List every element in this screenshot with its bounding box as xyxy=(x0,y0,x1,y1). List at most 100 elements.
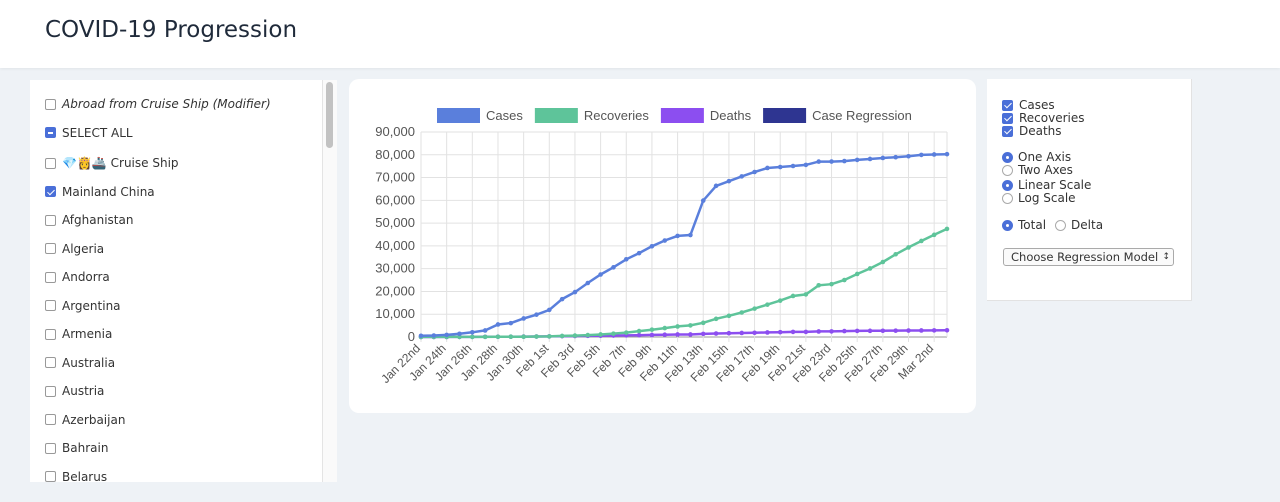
data-point xyxy=(816,159,822,164)
toggle-label: Deaths xyxy=(1019,124,1062,138)
data-point xyxy=(598,332,603,337)
data-point xyxy=(688,332,693,337)
data-point xyxy=(777,329,783,335)
data-point xyxy=(777,298,783,303)
radio-option[interactable]: Log Scale xyxy=(1002,192,1076,205)
chart: 0 10,000 20,000 30,000 40,000 50,000 60,000 70,… xyxy=(375,108,950,386)
region-item[interactable]: Belarus xyxy=(45,470,107,482)
data-point xyxy=(816,329,822,334)
region-item[interactable]: Afghanistan xyxy=(45,213,133,227)
radio[interactable] xyxy=(1002,180,1013,191)
data-point xyxy=(521,316,526,321)
data-point xyxy=(662,325,668,331)
data-point xyxy=(919,152,924,158)
data-point xyxy=(662,332,668,337)
checkbox[interactable] xyxy=(1002,125,1013,137)
data-point xyxy=(803,329,809,335)
radio[interactable] xyxy=(1002,193,1013,204)
region-item[interactable]: Austria xyxy=(45,384,104,398)
checkbox[interactable] xyxy=(45,243,56,254)
region-item[interactable]: Bahrain xyxy=(45,441,108,455)
region-label: Australia xyxy=(62,355,116,370)
checkbox[interactable] xyxy=(45,357,56,368)
data-point xyxy=(906,245,911,250)
data-point xyxy=(816,282,822,288)
checkbox[interactable] xyxy=(45,186,56,197)
region-item[interactable]: Armenia xyxy=(45,327,112,341)
data-point xyxy=(944,226,950,232)
checkbox[interactable] xyxy=(45,98,56,110)
data-point xyxy=(457,331,462,337)
y-tick-label: 10,000 xyxy=(375,306,415,321)
region-item[interactable]: Abroad from Cruise Ship (Modifier) xyxy=(45,97,271,111)
scrollbar[interactable] xyxy=(322,80,337,482)
radio[interactable] xyxy=(1002,220,1013,231)
checkbox[interactable] xyxy=(45,214,56,226)
region-item[interactable]: Mainland China xyxy=(45,185,155,199)
data-point xyxy=(713,316,719,322)
radio-option[interactable]: One Axis xyxy=(1002,151,1071,164)
data-point xyxy=(931,152,937,157)
series-toggle[interactable]: Recoveries xyxy=(1002,111,1085,125)
data-point xyxy=(726,313,732,319)
radio[interactable] xyxy=(1055,220,1067,231)
radio-option[interactable]: Linear Scale xyxy=(1002,179,1091,192)
region-label: Azerbaijan xyxy=(62,412,126,427)
data-point xyxy=(482,328,488,333)
radio-option[interactable]: Two Axes xyxy=(1002,164,1073,177)
checkbox[interactable] xyxy=(45,385,56,397)
region-item[interactable]: Andorra xyxy=(45,270,110,284)
region-item[interactable]: Argentina xyxy=(45,299,121,313)
checkbox[interactable] xyxy=(45,157,56,169)
checkbox[interactable] xyxy=(45,414,56,425)
series-toggle[interactable]: Cases xyxy=(1002,98,1055,112)
scroll-thumb[interactable] xyxy=(326,82,333,148)
series-toggle[interactable]: Deaths xyxy=(1002,124,1062,138)
checkbox[interactable] xyxy=(45,328,56,340)
data-point xyxy=(919,328,924,333)
data-point xyxy=(649,332,655,338)
data-point xyxy=(559,296,565,302)
radio-group: Total Delta xyxy=(1002,219,1152,232)
radio-label: Delta xyxy=(1071,218,1104,232)
region-label: Andorra xyxy=(62,270,110,284)
radio[interactable] xyxy=(1002,152,1013,163)
data-point xyxy=(521,334,526,339)
data-point xyxy=(944,327,950,333)
data-point xyxy=(611,331,616,336)
data-point xyxy=(854,157,860,163)
data-point xyxy=(765,302,770,307)
data-point xyxy=(470,334,475,340)
radio-option[interactable]: Total xyxy=(1002,219,1046,232)
region-item[interactable]: Algeria xyxy=(45,242,104,256)
checkbox[interactable] xyxy=(1002,112,1013,124)
data-point xyxy=(893,154,898,160)
radio[interactable] xyxy=(1002,165,1013,176)
page-title: COVID-19 Progression xyxy=(45,17,298,43)
radio-option[interactable]: Delta xyxy=(1055,219,1103,232)
legend-label: Deaths xyxy=(710,108,752,123)
data-point xyxy=(675,324,680,329)
y-tick-label: 70,000 xyxy=(375,170,415,185)
region-item[interactable]: 💎👸🚢 Cruise Ship xyxy=(45,156,179,170)
checkbox[interactable] xyxy=(45,127,56,138)
checkbox[interactable] xyxy=(45,300,56,311)
data-point xyxy=(572,289,578,295)
checkbox[interactable] xyxy=(1002,99,1013,111)
checkbox[interactable] xyxy=(45,271,56,283)
data-point xyxy=(700,198,706,203)
y-tick-label: 20,000 xyxy=(375,283,415,298)
radio-group: One Axis Two Axes xyxy=(1002,151,1152,177)
data-point xyxy=(854,271,860,277)
region-item[interactable]: Azerbaijan xyxy=(45,413,125,427)
data-point xyxy=(790,293,796,299)
checkbox[interactable] xyxy=(45,442,56,454)
data-point xyxy=(662,238,668,243)
regression-select[interactable]: Choose Regression Model xyxy=(1003,248,1174,266)
region-item[interactable]: SELECT ALL xyxy=(45,126,133,140)
data-point xyxy=(649,243,655,249)
checkbox[interactable] xyxy=(45,471,56,482)
data-point xyxy=(880,328,886,334)
region-item[interactable]: Australia xyxy=(45,356,115,370)
legend-label: Recoveries xyxy=(584,108,650,123)
